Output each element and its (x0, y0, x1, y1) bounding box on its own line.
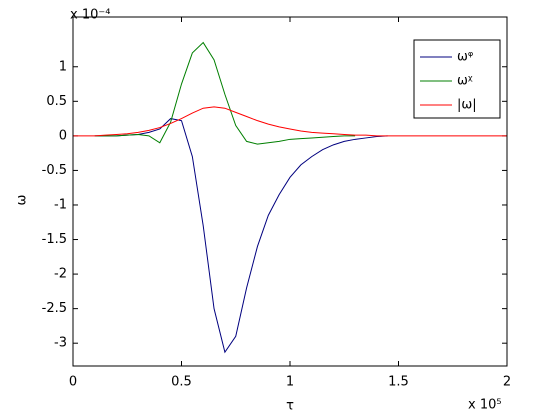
data-line (73, 106, 507, 137)
y-tick-label: -0.5 (42, 163, 67, 178)
y-tick-label: -2 (54, 267, 67, 282)
x-tick-label: 2 (503, 375, 511, 390)
x-tick-label: 1.5 (388, 375, 409, 390)
plot-frame (72, 16, 508, 367)
x-multiplier: x 10⁵ (468, 398, 502, 413)
x-axis-label: τ (286, 399, 294, 414)
y-tick-label: -1.5 (42, 232, 67, 247)
y-tick-label: 1 (59, 59, 67, 74)
y-tick-label: -1 (54, 197, 67, 212)
x-tick-label: 0.5 (171, 375, 192, 390)
legend-label: ωᵡ (457, 74, 473, 89)
y-axis-label: ω (15, 195, 30, 206)
y-tick-label: 0.5 (46, 94, 67, 109)
y-tick-label: 0 (59, 128, 67, 143)
y-tick-label: -2.5 (42, 301, 67, 316)
legend-label: ωᵠ (457, 50, 473, 65)
y-multiplier: x 10⁻⁴ (70, 8, 110, 23)
x-tick-label: 1 (286, 375, 294, 390)
legend-label: |ω| (457, 98, 477, 113)
data-line (94, 118, 388, 354)
x-tick-label: 0 (69, 375, 77, 390)
data-line (94, 41, 356, 145)
y-tick-label: -3 (54, 336, 67, 351)
